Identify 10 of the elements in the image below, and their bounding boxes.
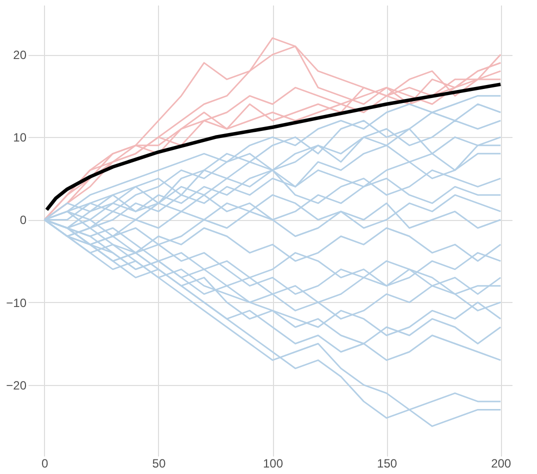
y-tick-label: 20 xyxy=(13,48,27,62)
y-tick-label: −10 xyxy=(6,296,27,310)
x-tick-label: 100 xyxy=(262,456,284,470)
x-tick-label: 150 xyxy=(377,456,398,470)
y-tick-label: −20 xyxy=(6,378,27,392)
y-tick-label: 10 xyxy=(13,130,27,145)
x-tick-label: 200 xyxy=(491,456,512,470)
x-tick-label: 0 xyxy=(42,456,49,470)
y-tick-label: 0 xyxy=(20,213,27,228)
x-tick-label: 50 xyxy=(152,456,166,470)
